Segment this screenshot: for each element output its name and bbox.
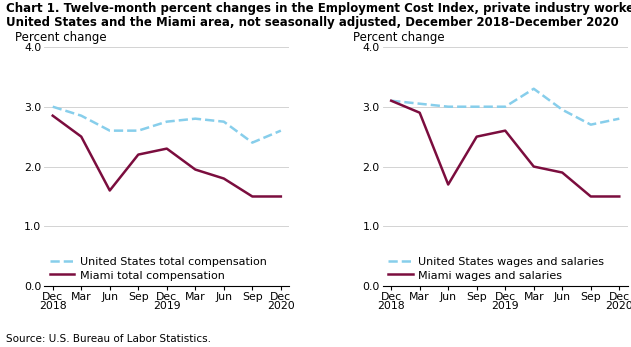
Legend: United States total compensation, Miami total compensation: United States total compensation, Miami … bbox=[50, 256, 267, 281]
Text: Percent change: Percent change bbox=[15, 32, 107, 44]
Text: Percent change: Percent change bbox=[353, 32, 445, 44]
Text: United States and the Miami area, not seasonally adjusted, December 2018–Decembe: United States and the Miami area, not se… bbox=[6, 16, 619, 28]
Text: Source: U.S. Bureau of Labor Statistics.: Source: U.S. Bureau of Labor Statistics. bbox=[6, 333, 211, 344]
Text: Chart 1. Twelve-month percent changes in the Employment Cost Index, private indu: Chart 1. Twelve-month percent changes in… bbox=[6, 2, 631, 15]
Legend: United States wages and salaries, Miami wages and salaries: United States wages and salaries, Miami … bbox=[388, 256, 604, 281]
